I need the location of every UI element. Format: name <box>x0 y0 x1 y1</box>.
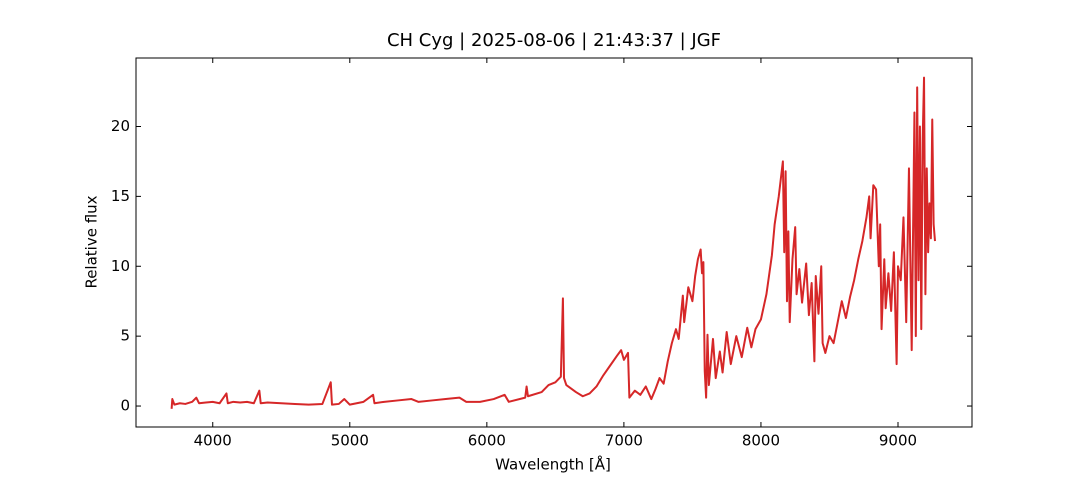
x-tick-label: 4000 <box>194 432 232 450</box>
y-tick-label: 20 <box>111 117 130 135</box>
plot-frame <box>135 57 973 428</box>
x-tick-label: 7000 <box>605 432 643 450</box>
y-tick-label: 10 <box>111 257 130 275</box>
x-tick-label: 5000 <box>331 432 369 450</box>
y-tick-label: 15 <box>111 187 130 205</box>
y-tick-label: 0 <box>120 397 130 415</box>
x-tick-label: 8000 <box>742 432 780 450</box>
chart-title: CH Cyg | 2025-08-06 | 21:43:37 | JGF <box>387 30 721 51</box>
y-tick-label: 5 <box>120 327 130 345</box>
x-axis-label: Wavelength [Å] <box>495 455 611 474</box>
x-tick-label: 6000 <box>468 432 506 450</box>
spectrum-line <box>170 76 936 409</box>
x-tick-label: 9000 <box>879 432 917 450</box>
y-axis-label: Relative flux <box>83 195 101 288</box>
